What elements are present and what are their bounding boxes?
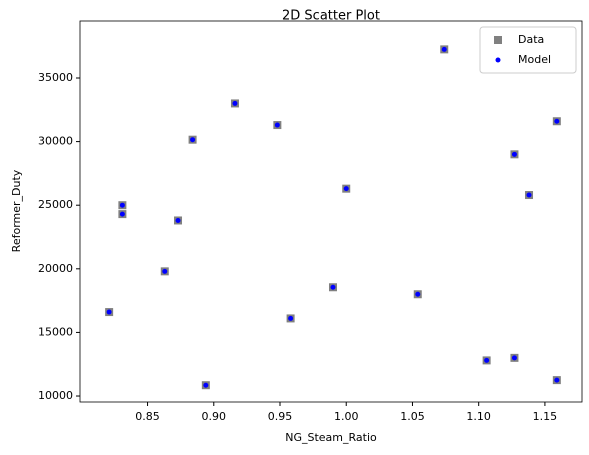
point	[119, 202, 125, 208]
point	[415, 291, 421, 297]
y-tick-label: 10000	[38, 389, 73, 402]
x-tick-label: 1.10	[466, 410, 491, 423]
point	[175, 217, 181, 223]
x-axis-label: NG_Steam_Ratio	[285, 431, 377, 444]
y-tick-label: 20000	[38, 262, 73, 275]
legend-marker	[494, 36, 502, 44]
point	[330, 284, 336, 290]
point	[288, 315, 294, 321]
point	[106, 309, 112, 315]
x-tick-label: 1.15	[533, 410, 558, 423]
legend-marker	[495, 57, 501, 63]
point	[554, 377, 560, 383]
point	[274, 122, 280, 128]
legend-label: Model	[518, 53, 551, 66]
x-tick-label: 1.05	[400, 410, 425, 423]
point	[526, 192, 532, 198]
plot-frame	[79, 20, 583, 403]
point	[343, 186, 349, 192]
y-tick-label: 15000	[38, 325, 73, 338]
legend-box	[479, 26, 577, 74]
point	[162, 268, 168, 274]
point	[511, 355, 517, 361]
point	[484, 357, 490, 363]
chart-title: 2D Scatter Plot	[282, 9, 380, 24]
point	[119, 211, 125, 217]
x-tick-label: 0.95	[268, 410, 293, 423]
legend-label: Data	[518, 33, 544, 46]
x-tick-label: 1.00	[334, 410, 359, 423]
y-tick-label: 30000	[38, 135, 73, 148]
x-tick-label: 0.90	[202, 410, 227, 423]
point	[441, 46, 447, 52]
y-tick-label: 35000	[38, 71, 73, 84]
point	[511, 151, 517, 157]
point	[190, 137, 196, 143]
y-tick-label: 25000	[38, 198, 73, 211]
point	[232, 100, 238, 106]
point	[203, 382, 209, 388]
y-axis-label: Reformer_Duty	[10, 169, 23, 252]
x-tick-label: 0.85	[135, 410, 160, 423]
point	[554, 118, 560, 124]
